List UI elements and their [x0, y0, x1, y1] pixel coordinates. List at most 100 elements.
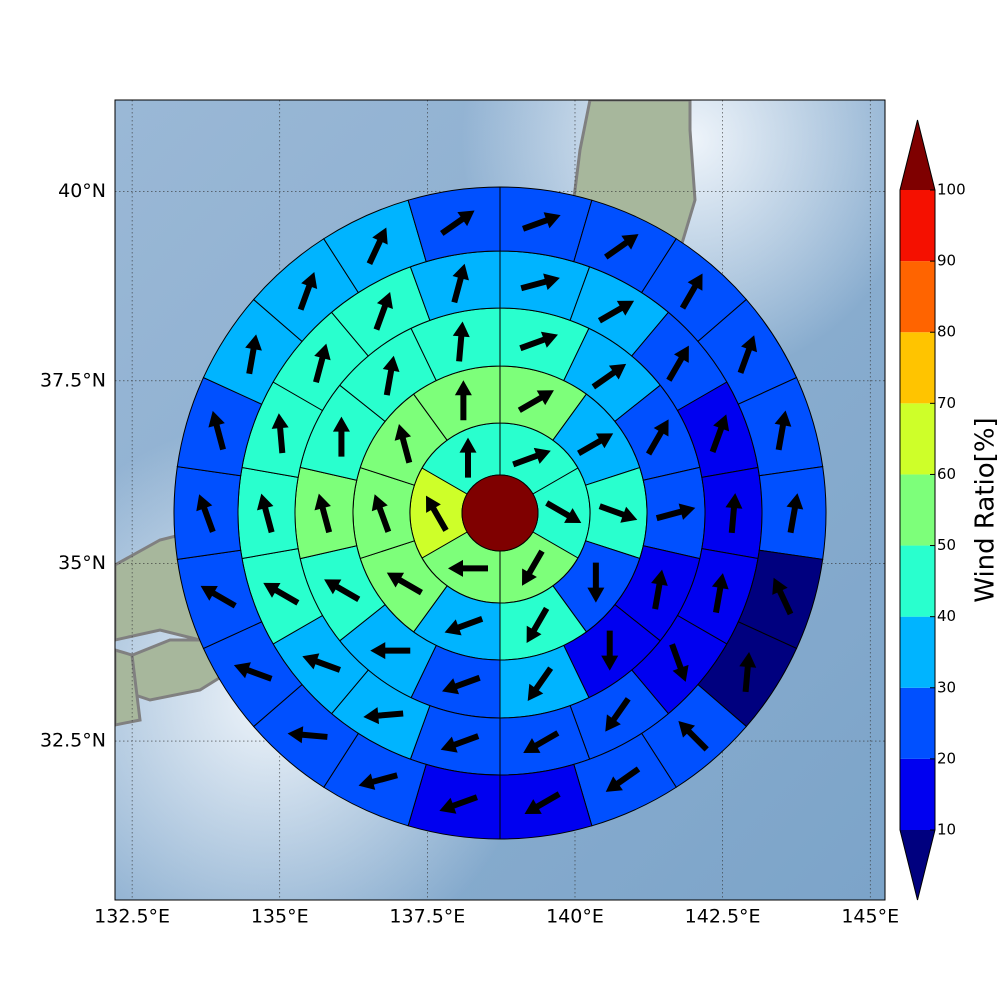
wind-arrow: [679, 273, 703, 310]
wind-arrow: [598, 503, 638, 523]
wind-arrow: [645, 419, 669, 456]
wind-arrow: [709, 414, 730, 453]
wind-arrow: [772, 577, 794, 616]
wind-arrow: [523, 730, 560, 753]
wind-arrow: [373, 291, 393, 331]
wind-arrow: [394, 424, 413, 464]
colorbar-tick-label: 40: [937, 607, 956, 625]
wind-arrow: [737, 335, 758, 374]
wind-arrow: [440, 210, 475, 236]
wind-arrow: [678, 721, 709, 752]
wind-arrow: [382, 355, 400, 396]
wind-arrow: [786, 493, 804, 534]
wind-arrow: [605, 766, 641, 792]
wind-arrow: [196, 494, 216, 533]
wind-arrow: [297, 272, 318, 311]
wind-arrow: [454, 380, 472, 421]
wind-arrow: [271, 413, 289, 454]
wind-arrow: [444, 616, 484, 636]
wind-arrow: [370, 642, 411, 660]
wind-arrow: [459, 437, 477, 478]
y-tick-label: 37.5°N: [40, 369, 106, 391]
wind-arrow: [245, 334, 262, 375]
colorbar-bin: [900, 332, 935, 404]
wind-arrow: [524, 791, 561, 815]
colorbar-bin: [900, 190, 935, 262]
wind-arrow: [439, 794, 478, 814]
wind-arrow: [426, 495, 449, 532]
wind-arrow: [233, 662, 273, 682]
tick-labels: 132.5°E 135°E 137.5°E 140°E 142.5°E 145°E 32.5…: [40, 180, 899, 927]
wind-arrow: [287, 726, 328, 744]
wind-arrow: [442, 674, 481, 695]
colorbar-tick-label: 10: [937, 821, 956, 839]
wind-arrow: [522, 549, 545, 586]
colorbar-bin: [900, 403, 935, 475]
x-tick-label: 145°E: [841, 906, 899, 928]
colorbar-tick-label: 70: [937, 394, 956, 412]
wind-arrow: [314, 493, 333, 534]
wind-arrow: [520, 273, 560, 292]
axes-frame: [114, 99, 886, 901]
wind-arrow: [452, 321, 470, 362]
wind-arrow: [739, 652, 757, 693]
wind-arrow: [519, 331, 558, 352]
colorbar-tick-label: 90: [937, 252, 956, 270]
wind-arrow: [440, 733, 480, 753]
wind-arrow: [371, 494, 392, 533]
wind-arrow: [605, 697, 631, 732]
colorbar: 10 20 30 40 50 60 70 80 90 100: [899, 119, 966, 901]
wind-arrow: [587, 562, 605, 603]
wind-arrow: [666, 345, 689, 382]
wind-arrow: [527, 666, 554, 701]
colorbar-label: Wind Ratio[%]: [971, 417, 1000, 602]
x-tick-label: 132.5°E: [94, 906, 170, 928]
wind-arrow: [302, 653, 341, 673]
x-tick-label: 142.5°E: [685, 906, 761, 928]
colorbar-tick-label: 20: [937, 749, 956, 767]
y-tick-label: 32.5°N: [40, 730, 106, 752]
wind-arrow: [332, 416, 350, 457]
colorbar-over: [900, 120, 935, 190]
y-tick-label: 35°N: [58, 552, 106, 574]
wind-arrow: [591, 363, 627, 390]
wind-arrow: [597, 300, 635, 324]
colorbar-tick-label: 30: [937, 678, 956, 696]
wind-arrow: [522, 212, 561, 232]
land: [115, 648, 142, 727]
wind-arrow: [512, 447, 551, 468]
colorbar-tick-label: 100: [937, 181, 966, 199]
wind-arrow: [526, 606, 550, 644]
colorbar-tick-label: 50: [937, 536, 956, 554]
wind-arrow: [324, 579, 361, 602]
wind-arrow: [577, 433, 614, 456]
x-tick-label: 137.5°E: [389, 906, 465, 928]
wind-arrow: [366, 227, 388, 265]
wind-arrow: [517, 390, 554, 413]
sector-layer: [173, 186, 827, 840]
wind-arrow: [655, 503, 696, 522]
wind-arrow: [363, 707, 404, 725]
center-disc: [461, 474, 539, 552]
x-tick-label: 135°E: [251, 906, 309, 928]
wind-arrow: [200, 585, 237, 609]
colorbar-tick-label: 60: [937, 465, 956, 483]
colorbar-bin: [900, 758, 935, 830]
wind-arrow: [208, 410, 226, 451]
x-tick-label: 140°E: [546, 906, 604, 928]
arrow-layer: [196, 210, 804, 815]
wind-arrow: [358, 772, 398, 790]
colorbar-bin: [900, 261, 935, 333]
wind-arrow: [604, 234, 639, 260]
wind-arrow: [711, 573, 729, 614]
colorbar-bin: [900, 545, 935, 617]
wind-arrow: [669, 643, 689, 682]
wind-arrow: [774, 410, 792, 451]
colorbar-under: [900, 830, 935, 900]
wind-arrow: [256, 493, 275, 534]
colorbar-tick-label: 80: [937, 323, 956, 341]
wind-arrow: [451, 263, 469, 304]
colorbar-bin: [900, 474, 935, 546]
y-tick-label: 40°N: [58, 180, 106, 202]
